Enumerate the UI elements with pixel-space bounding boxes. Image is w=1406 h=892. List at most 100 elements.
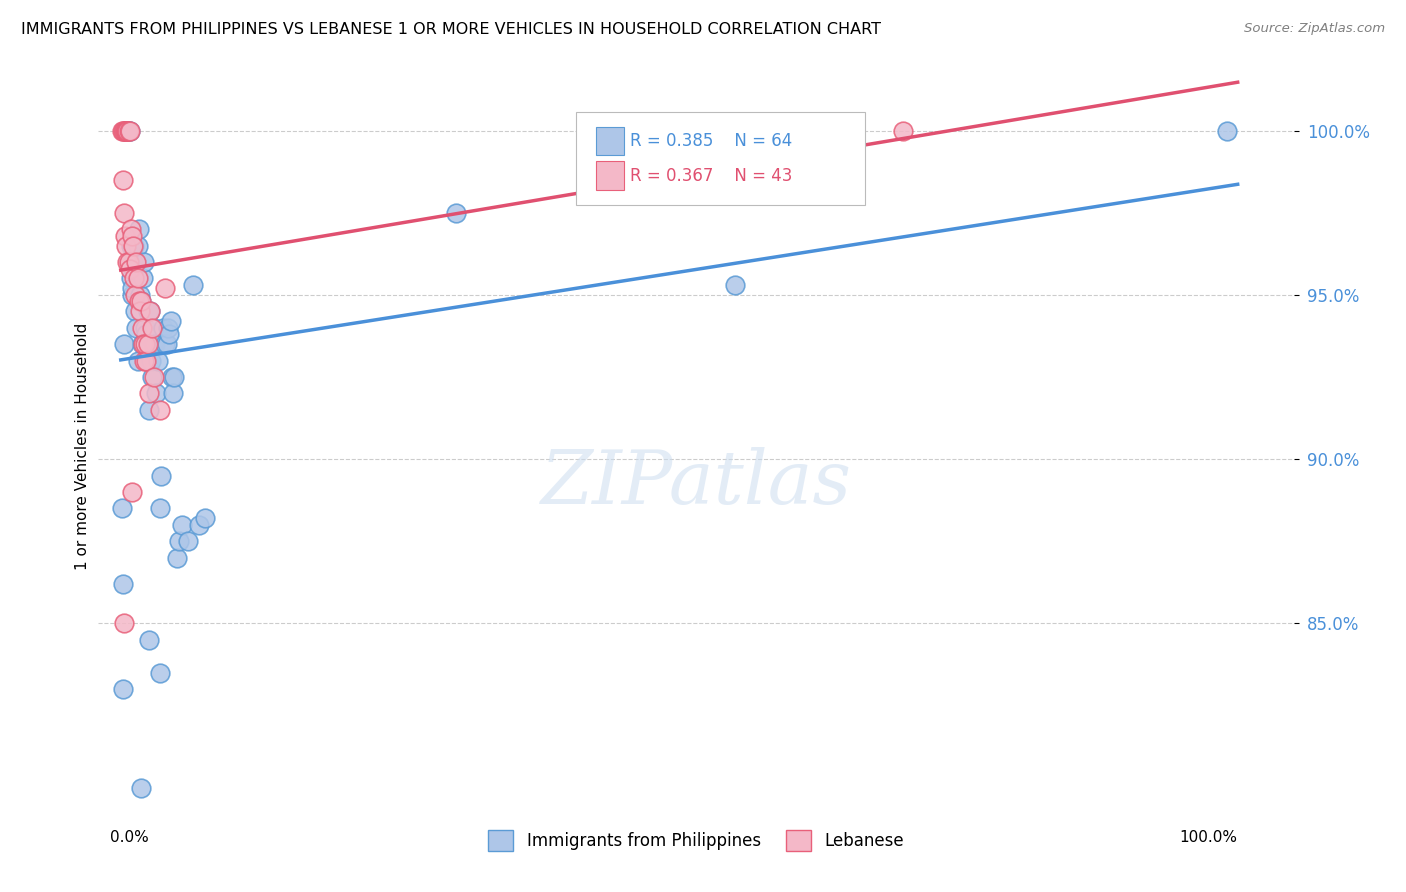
Point [132,271,155,285]
Point [125,320,148,334]
Y-axis label: 1 or more Vehicles in Household: 1 or more Vehicles in Household [75,322,90,570]
Point [149,665,172,680]
Point [111,123,134,137]
Point [115,123,138,137]
Point [143,320,166,334]
Point [120,222,142,236]
Point [117,255,139,269]
Point [118,123,141,137]
Text: R = 0.385    N = 64: R = 0.385 N = 64 [630,132,792,150]
Point [121,485,143,500]
Point [122,271,145,285]
Point [136,304,159,318]
Point [139,353,162,368]
Point [122,238,145,252]
Point [138,402,160,417]
Point [115,123,138,137]
Text: Source: ZipAtlas.com: Source: ZipAtlas.com [1244,22,1385,36]
Point [122,238,145,252]
Point [132,337,155,351]
Point [724,277,747,292]
Point [122,261,145,276]
Point [136,337,159,351]
Point [114,123,136,137]
Point [131,337,153,351]
Point [139,304,162,318]
Point [118,123,141,137]
Point [115,238,138,252]
Point [139,304,162,318]
Point [128,222,150,236]
Point [127,353,149,368]
Point [129,294,152,309]
Point [129,780,152,795]
Point [1215,123,1237,137]
Point [156,320,179,334]
Point [155,337,177,351]
Point [117,123,139,137]
Point [193,511,215,525]
Point [128,288,150,302]
Point [141,320,163,334]
Point [155,281,177,295]
Point [134,255,156,269]
Point [114,228,136,243]
Legend: Immigrants from Philippines, Lebanese: Immigrants from Philippines, Lebanese [482,823,910,857]
Point [146,353,169,368]
Point [120,271,142,285]
Point [122,255,145,269]
Point [111,682,134,697]
Text: IMMIGRANTS FROM PHILIPPINES VS LEBANESE 1 OR MORE VEHICLES IN HOUSEHOLD CORRELAT: IMMIGRANTS FROM PHILIPPINES VS LEBANESE … [21,22,882,37]
Point [177,534,200,549]
Point [134,320,156,334]
Point [121,228,143,243]
Point [134,337,156,351]
Point [117,123,139,137]
Point [172,517,194,532]
Point [135,327,157,342]
Point [163,370,186,384]
Point [120,238,142,252]
Text: R = 0.367    N = 43: R = 0.367 N = 43 [630,167,792,185]
Point [118,261,141,276]
Point [135,353,157,368]
Point [162,386,184,401]
Point [111,577,134,591]
Point [117,255,139,269]
Point [187,517,209,532]
Point [160,314,183,328]
Point [167,534,190,549]
Point [152,320,174,334]
Point [127,238,149,252]
Point [145,337,167,351]
Point [128,294,150,309]
Point [115,123,138,137]
Point [891,123,914,137]
Point [131,320,153,334]
Point [183,277,205,292]
Point [444,205,467,219]
Point [127,271,149,285]
Point [117,123,139,137]
Point [117,123,139,137]
Point [752,123,775,137]
Point [149,402,172,417]
Point [117,123,139,137]
Point [134,353,156,368]
Point [111,123,134,137]
Point [143,370,166,384]
Point [114,123,136,137]
Point [160,370,183,384]
Point [129,294,152,309]
Point [149,501,172,516]
Point [145,386,167,401]
Text: 0.0%: 0.0% [110,830,149,846]
Point [124,304,146,318]
Text: 100.0%: 100.0% [1180,830,1237,846]
Point [138,632,160,647]
Point [112,616,135,631]
Point [111,501,134,516]
Point [111,173,134,187]
Point [112,337,135,351]
Point [121,288,143,302]
